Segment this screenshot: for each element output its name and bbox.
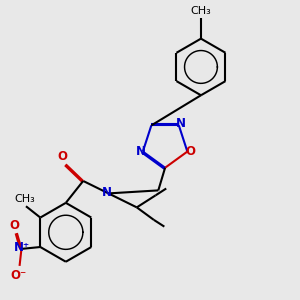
Text: O: O	[58, 150, 68, 163]
Text: N⁺: N⁺	[14, 241, 30, 254]
Text: N: N	[136, 145, 146, 158]
Text: O⁻: O⁻	[11, 268, 27, 281]
Text: N: N	[102, 186, 112, 199]
Text: O: O	[9, 218, 19, 232]
Text: CH₃: CH₃	[190, 6, 211, 16]
Text: O: O	[185, 145, 195, 158]
Text: N: N	[176, 117, 186, 130]
Text: CH₃: CH₃	[14, 194, 35, 204]
